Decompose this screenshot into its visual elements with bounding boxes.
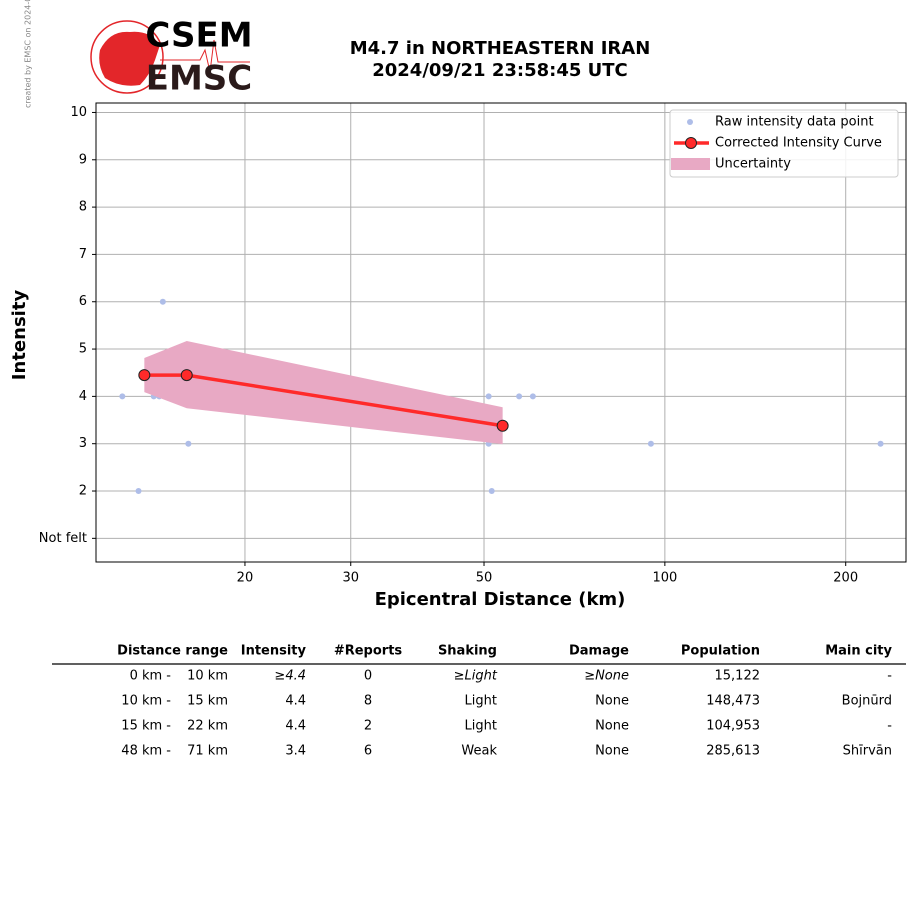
- curve-marker: [180, 369, 193, 382]
- table-cell: 3.4: [285, 744, 306, 759]
- table-header: Shaking: [438, 644, 497, 659]
- table-header: #Reports: [334, 644, 403, 659]
- table: Distance range Intensity #Reports Shaking Da…: [52, 644, 906, 759]
- table-cell: Weak: [461, 744, 497, 759]
- legend-swatch: [671, 158, 710, 170]
- table-cell: Light: [465, 719, 497, 734]
- x-tick-label: 20: [237, 571, 254, 586]
- table-cell: ≥None: [584, 669, 629, 684]
- table-cell: None: [595, 744, 629, 759]
- table-cell: -: [887, 719, 892, 734]
- data-point: [877, 440, 884, 447]
- table-cell: None: [595, 719, 629, 734]
- table-cell: 22 km: [187, 719, 228, 734]
- table-cell: 6: [364, 744, 372, 759]
- table-cell: ≥Light: [454, 669, 498, 684]
- y-tick-label: 10: [70, 105, 87, 120]
- table-cell: 104,953: [706, 719, 760, 734]
- legend-box: [669, 109, 899, 178]
- table-cell: 48 km -: [121, 744, 171, 759]
- x-tick-label: 100: [652, 571, 677, 586]
- table-header: Population: [681, 644, 760, 659]
- legend-swatch: [687, 119, 693, 125]
- plot: Not felt 2 3 4 5 6 7 8 9 10 20 30 50 100 200 Raw intens…: [39, 102, 907, 586]
- y-tick-label: 9: [79, 152, 87, 167]
- table-cell: 2: [364, 719, 372, 734]
- table-cell: Light: [465, 694, 497, 709]
- data-point: [135, 488, 142, 495]
- legend-label: Corrected Intensity Curve: [715, 136, 882, 151]
- chart-title: 2024/09/21 23:58:45 UTC: [372, 60, 628, 81]
- y-tick-label: Not felt: [39, 531, 87, 546]
- data-point: [647, 440, 654, 447]
- data-point: [185, 440, 192, 447]
- table-cell: 0: [364, 669, 372, 684]
- legend-swatch: [685, 137, 697, 149]
- legend-label: Raw intensity data point: [715, 115, 874, 130]
- logo: CSEM EMSC: [90, 16, 253, 99]
- y-tick-label: 4: [79, 389, 87, 404]
- table-header: Main city: [825, 644, 892, 659]
- x-tick-label: 50: [476, 571, 493, 586]
- logo-wave: [160, 39, 250, 73]
- table-cell: 15 km: [187, 694, 228, 709]
- table-cell: 4.4: [285, 719, 306, 734]
- table-cell: -: [887, 669, 892, 684]
- curve-marker: [496, 419, 509, 432]
- y-tick-label: 8: [79, 200, 87, 215]
- y-tick-label: 3: [79, 436, 87, 451]
- data-point: [159, 298, 166, 305]
- table-cell: 71 km: [187, 744, 228, 759]
- table-cell: 4.4: [285, 694, 306, 709]
- table-cell: Shīrvān: [843, 744, 892, 759]
- legend-label: Uncertainty: [715, 157, 791, 172]
- table-cell: 148,473: [706, 694, 760, 709]
- y-tick-label: 7: [79, 247, 87, 262]
- x-tick-label: 200: [833, 571, 858, 586]
- data-point: [119, 393, 126, 400]
- table-cell: 15 km -: [121, 719, 171, 734]
- data-point: [485, 393, 492, 400]
- uncertainty-band: [144, 341, 503, 445]
- table-header: Distance range: [117, 644, 228, 659]
- plot-frame: [95, 102, 907, 563]
- table-cell: Bojnūrd: [842, 694, 892, 709]
- credit: created by EMSC on 2024-09-23 12:22:24 U…: [24, 0, 33, 108]
- y-tick-label: 5: [79, 342, 87, 357]
- table-cell: 285,613: [706, 744, 760, 759]
- data-point: [529, 393, 536, 400]
- x-axis-label: Epicentral Distance (km): [375, 589, 626, 610]
- y-tick-label: 2: [79, 484, 87, 499]
- curve-marker: [138, 369, 151, 382]
- chart-title: M4.7 in NORTHEASTERN IRAN: [350, 38, 651, 59]
- logo-text: EMSC: [146, 59, 253, 99]
- table-cell: 0 km -: [130, 669, 172, 684]
- logo-globe: [90, 20, 164, 94]
- logo-map: [99, 31, 160, 86]
- table-cell: 10 km: [187, 669, 228, 684]
- table-cell: None: [595, 694, 629, 709]
- x-tick-label: 30: [342, 571, 359, 586]
- table-cell: ≥4.4: [274, 669, 306, 684]
- data-point: [488, 488, 495, 495]
- table-cell: 8: [364, 694, 372, 709]
- table-header: Damage: [569, 644, 629, 659]
- data-point: [516, 393, 523, 400]
- table-cell: 10 km -: [121, 694, 171, 709]
- y-axis-label: Intensity: [9, 290, 30, 381]
- table-header: Intensity: [241, 644, 307, 659]
- logo-text: CSEM: [145, 16, 252, 56]
- y-tick-label: 6: [79, 294, 87, 309]
- table-cell: 15,122: [715, 669, 761, 684]
